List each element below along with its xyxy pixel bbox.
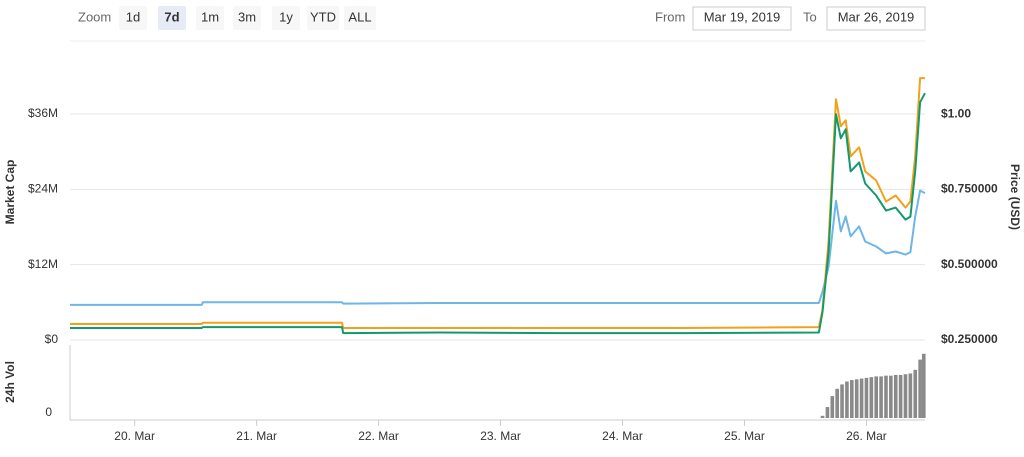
zoom-button-label[interactable]: 1d: [126, 9, 140, 24]
volume-bar: [830, 396, 835, 418]
y-tick-label: $12M: [28, 257, 58, 271]
y2-tick-label: $0.250000: [941, 332, 998, 346]
zoom-button-label[interactable]: 3m: [238, 9, 256, 24]
volume-bar: [840, 384, 844, 418]
volume-bar: [918, 359, 922, 418]
y-tick-label: $0: [45, 332, 59, 346]
y-axis-title: Market Cap: [3, 160, 17, 225]
zoom-button[interactable]: [272, 6, 300, 30]
zoom-button-label[interactable]: 1y: [279, 9, 293, 24]
zoom-button-label[interactable]: ALL: [348, 9, 371, 24]
volume-bar: [879, 376, 883, 418]
series-line: [70, 189, 926, 306]
zoom-button[interactable]: [233, 6, 261, 30]
volume-bar: [825, 407, 830, 418]
volume-bar: [913, 369, 918, 418]
y-tick-label: 0: [45, 405, 52, 419]
volume-bar: [859, 378, 864, 418]
from-label: From: [655, 9, 685, 24]
x-tick-label: 21. Mar: [236, 429, 277, 443]
volume-bar: [903, 374, 908, 418]
to-label: To: [803, 9, 817, 24]
from-input[interactable]: [692, 6, 792, 31]
to-input[interactable]: [826, 6, 926, 31]
zoom-label: Zoom: [78, 9, 111, 24]
zoom-button[interactable]: [307, 6, 339, 30]
y2-tick-label: $0.500000: [941, 257, 998, 271]
x-tick-label: 23. Mar: [480, 429, 521, 443]
zoom-button[interactable]: [158, 6, 186, 30]
volume-bar: [835, 388, 839, 418]
x-tick-label: 20. Mar: [114, 429, 155, 443]
volume-bar: [850, 380, 854, 418]
zoom-button[interactable]: [344, 6, 376, 30]
volume-bar: [869, 377, 874, 418]
y-tick-label: $24M: [28, 182, 58, 196]
volume-bar: [845, 381, 849, 418]
zoom-button-label[interactable]: YTD: [310, 9, 336, 24]
y2-axis-title: Price (USD): [1008, 164, 1022, 230]
volume-bar: [889, 375, 893, 418]
volume-bar: [874, 376, 879, 418]
x-tick-label: 24. Mar: [602, 429, 643, 443]
volume-bar: [921, 353, 926, 418]
volume-bar: [864, 377, 869, 418]
from-date[interactable]: Mar 19, 2019: [704, 9, 781, 24]
y-tick-label: $36M: [28, 106, 58, 120]
x-tick-label: 26. Mar: [846, 429, 887, 443]
volume-bar: [820, 415, 825, 418]
volume-bar: [854, 379, 859, 418]
series-line: [70, 77, 925, 329]
volume-bar: [884, 375, 888, 418]
zoom-button-label[interactable]: 1m: [201, 9, 219, 24]
zoom-button[interactable]: [119, 6, 147, 30]
zoom-button-label[interactable]: 7d: [164, 9, 179, 24]
y-axis-title: 24h Vol: [3, 361, 17, 403]
series-line: [70, 92, 926, 335]
y2-tick-label: $0.750000: [941, 182, 998, 196]
volume-bar: [893, 374, 898, 418]
volume-bar: [898, 374, 903, 418]
zoom-button[interactable]: [196, 6, 224, 30]
y2-tick-label: $1.00: [941, 106, 971, 120]
to-date[interactable]: Mar 26, 2019: [838, 9, 915, 24]
x-tick-label: 25. Mar: [724, 429, 765, 443]
volume-bar: [908, 373, 913, 418]
x-tick-label: 22. Mar: [358, 429, 399, 443]
